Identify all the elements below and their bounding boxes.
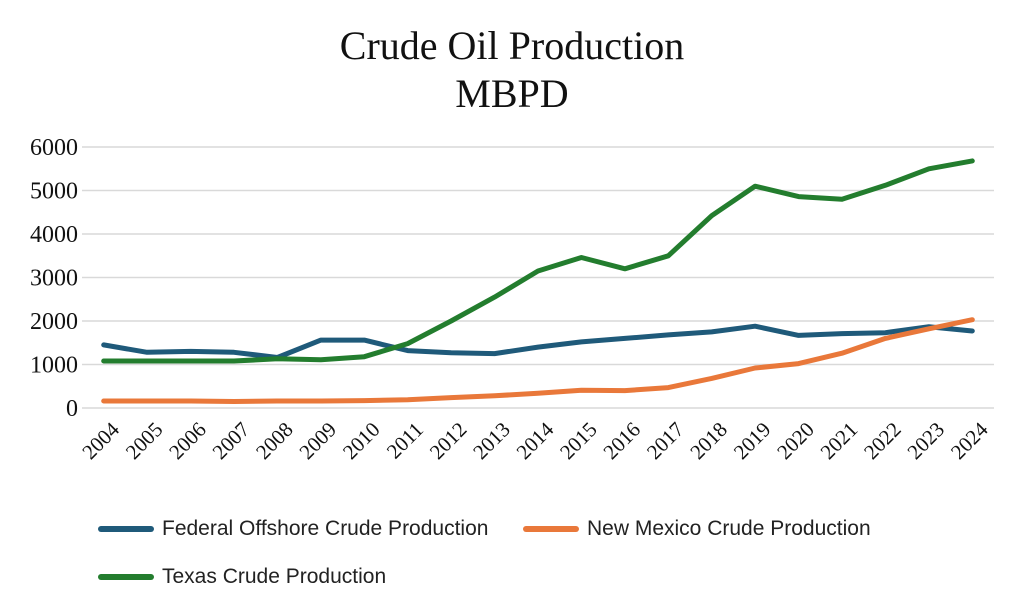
series-line-0 [101, 323, 975, 360]
x-tick-label: 2021 [816, 417, 863, 464]
gridlines [82, 146, 994, 409]
legend-swatch-new-mexico [523, 526, 579, 532]
x-tick-label: 2020 [772, 417, 819, 464]
x-tick-label: 2015 [555, 417, 602, 464]
chart-title: Crude Oil Production [339, 23, 685, 68]
x-tick-label: 2016 [598, 417, 645, 464]
legend-label-texas: Texas Crude Production [162, 565, 387, 588]
legend-label-new-mexico: New Mexico Crude Production [587, 517, 871, 540]
x-tick-label: 2006 [164, 417, 211, 464]
y-tick-label: 1000 [30, 353, 78, 379]
legend-item-texas: Texas Crude Production [98, 565, 386, 589]
x-tick-label: 2007 [208, 417, 255, 464]
y-axis-ticks: 0 1000 2000 3000 4000 5000 6000 [30, 135, 78, 422]
legend-swatch-texas [98, 574, 154, 580]
x-tick-label: 2014 [512, 417, 559, 464]
y-tick-label: 5000 [30, 179, 78, 205]
series-line-2 [101, 158, 975, 364]
series-line-1 [101, 317, 975, 404]
legend-label-federal-offshore: Federal Offshore Crude Production [162, 517, 489, 540]
series-lines [101, 158, 975, 404]
y-tick-label: 4000 [30, 222, 78, 248]
x-tick-label: 2013 [468, 417, 515, 464]
x-tick-label: 2019 [729, 417, 776, 464]
x-tick-label: 2018 [685, 417, 732, 464]
x-tick-label: 2011 [382, 417, 428, 463]
x-tick-label: 2009 [294, 417, 341, 464]
y-tick-label: 0 [66, 396, 78, 422]
x-tick-label: 2012 [425, 417, 472, 464]
chart-subtitle: MBPD [455, 71, 569, 116]
legend-item-new-mexico: New Mexico Crude Production [523, 517, 871, 541]
x-tick-label: 2024 [946, 417, 993, 464]
legend-item-federal-offshore: Federal Offshore Crude Production [98, 517, 488, 541]
y-tick-label: 3000 [30, 266, 78, 292]
x-tick-label: 2004 [77, 417, 124, 464]
x-tick-label: 2022 [859, 417, 906, 464]
x-tick-label: 2017 [642, 417, 689, 464]
y-tick-label: 2000 [30, 309, 78, 335]
x-axis-ticks: 2004200520062007200820092010201120122013… [77, 417, 993, 464]
y-tick-label: 6000 [30, 135, 78, 161]
x-tick-label: 2023 [902, 417, 949, 464]
legend-swatch-federal-offshore [98, 526, 154, 532]
x-tick-label: 2010 [338, 417, 385, 464]
x-tick-label: 2008 [251, 417, 298, 464]
x-tick-label: 2005 [121, 417, 168, 464]
